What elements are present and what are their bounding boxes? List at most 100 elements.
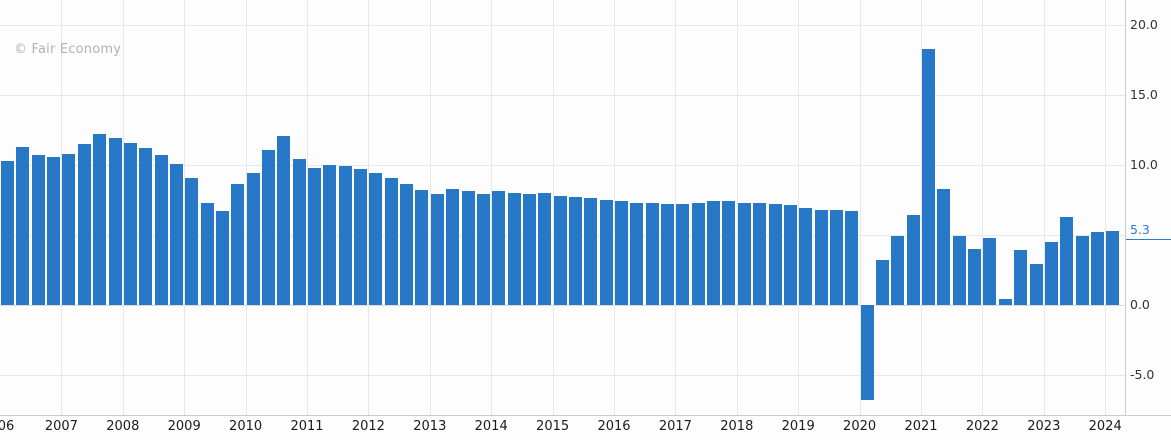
gridline-horizontal — [0, 164, 1125, 166]
bar[interactable] — [430, 194, 444, 305]
bar[interactable] — [308, 167, 321, 305]
gridline-vertical — [491, 0, 493, 415]
bar[interactable] — [645, 202, 659, 305]
bar[interactable] — [875, 259, 889, 305]
gridline-vertical — [675, 0, 677, 415]
bar[interactable] — [93, 134, 107, 305]
bar[interactable] — [1029, 264, 1043, 305]
y-axis-label: -5.0 — [1130, 366, 1155, 382]
bar[interactable] — [768, 204, 782, 305]
bar[interactable] — [1044, 241, 1058, 305]
bar[interactable] — [1060, 216, 1074, 305]
gridline-vertical — [61, 0, 63, 415]
bar[interactable] — [185, 177, 199, 305]
bar[interactable] — [952, 236, 966, 305]
x-axis-label: 06 — [0, 419, 15, 434]
bar[interactable] — [400, 184, 414, 305]
bar[interactable] — [169, 163, 183, 305]
bar[interactable] — [200, 202, 214, 305]
bar[interactable] — [707, 201, 721, 305]
x-axis-label: 2013 — [413, 419, 447, 434]
bar[interactable] — [108, 138, 122, 305]
gridline-vertical — [1043, 0, 1045, 415]
bar[interactable] — [661, 204, 674, 305]
bar[interactable] — [338, 166, 352, 305]
bar[interactable] — [1014, 250, 1028, 305]
bar[interactable] — [584, 198, 598, 305]
gridline-vertical — [614, 0, 615, 415]
bar[interactable] — [891, 236, 905, 305]
bar[interactable] — [323, 164, 337, 305]
x-axis-label: 2014 — [474, 419, 508, 434]
bar[interactable] — [77, 143, 91, 305]
bar[interactable] — [799, 208, 813, 305]
bar[interactable] — [1, 160, 14, 305]
gridline-vertical — [982, 0, 984, 415]
bar[interactable] — [139, 148, 153, 305]
x-axis-label: 2023 — [1027, 419, 1061, 434]
y-axis-label: 10.0 — [1130, 156, 1158, 172]
bar[interactable] — [507, 192, 521, 305]
bar[interactable] — [937, 188, 951, 305]
bar[interactable] — [538, 192, 552, 305]
x-axis-label: 2011 — [290, 419, 324, 434]
bar[interactable] — [231, 184, 245, 305]
gridline-vertical — [122, 0, 124, 415]
bar[interactable] — [16, 146, 30, 305]
x-axis-label: 2024 — [1088, 419, 1122, 434]
bar[interactable] — [446, 188, 460, 305]
bar[interactable] — [845, 211, 859, 305]
bar[interactable] — [261, 149, 275, 305]
bar[interactable] — [983, 237, 997, 305]
bar[interactable] — [737, 202, 751, 305]
bar[interactable] — [860, 304, 874, 400]
bar[interactable] — [829, 209, 843, 305]
bar[interactable] — [599, 199, 613, 305]
bar[interactable] — [47, 156, 60, 305]
bar[interactable] — [31, 155, 45, 305]
bar[interactable] — [968, 248, 981, 305]
bar[interactable] — [62, 153, 76, 305]
x-axis-label: 2021 — [904, 419, 938, 434]
bar[interactable] — [1106, 230, 1120, 305]
bar[interactable] — [522, 194, 536, 305]
gridline-horizontal — [0, 374, 1125, 376]
bar[interactable] — [354, 169, 368, 305]
gridline-horizontal — [0, 25, 1125, 27]
bar[interactable] — [1075, 236, 1089, 305]
x-axis-label: 2022 — [965, 419, 999, 434]
bar[interactable] — [292, 159, 306, 305]
bar[interactable] — [630, 202, 644, 305]
bar[interactable] — [722, 201, 736, 305]
bar[interactable] — [783, 205, 797, 305]
bar[interactable] — [814, 209, 828, 305]
bar[interactable] — [753, 202, 767, 305]
bar[interactable] — [568, 197, 582, 305]
bar[interactable] — [476, 194, 490, 305]
bar[interactable] — [906, 215, 920, 305]
bar[interactable] — [415, 190, 429, 305]
x-axis-label: 2016 — [597, 419, 631, 434]
bar[interactable] — [1090, 232, 1104, 305]
bar[interactable] — [691, 202, 705, 305]
bar[interactable] — [998, 299, 1012, 305]
bar[interactable] — [215, 211, 229, 305]
plot-area — [0, 0, 1125, 415]
bar[interactable] — [461, 191, 475, 305]
bar[interactable] — [123, 142, 137, 305]
bar[interactable] — [384, 177, 398, 305]
x-axis: 06 2007 2008 2009 2010 2011 2012 2013 2014 2015 20… — [0, 416, 1125, 440]
bar[interactable] — [277, 135, 291, 305]
y-axis-label: 15.0 — [1130, 87, 1158, 102]
x-axis-label: 2008 — [106, 419, 140, 434]
gridline-vertical — [921, 0, 922, 415]
gridline-horizontal — [0, 304, 1125, 306]
bar[interactable] — [369, 173, 383, 305]
bar[interactable] — [676, 204, 690, 305]
bar[interactable] — [154, 155, 168, 305]
bar[interactable] — [922, 48, 935, 305]
bar[interactable] — [246, 173, 260, 305]
bar[interactable] — [553, 195, 567, 305]
bar[interactable] — [615, 201, 628, 305]
bar[interactable] — [492, 191, 506, 305]
